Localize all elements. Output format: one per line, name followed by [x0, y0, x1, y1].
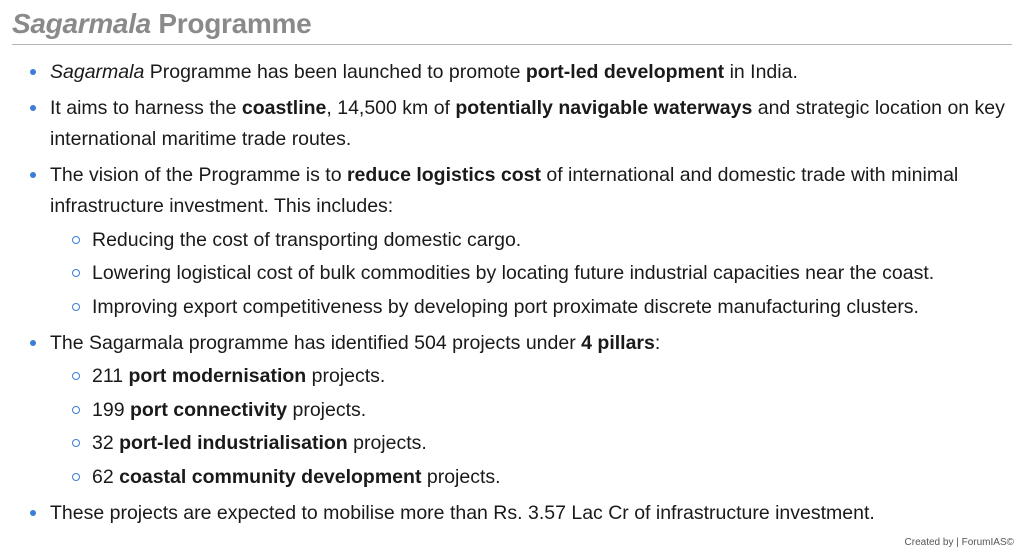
- sub-list-item: 32 port-led industrialisation projects.: [92, 428, 1012, 460]
- text-segment: port modernisation: [129, 365, 307, 387]
- text-segment: Programme has been launched to promote: [144, 61, 526, 83]
- text-segment: 32: [92, 432, 119, 454]
- text-segment: projects.: [306, 365, 385, 387]
- footer-credit: Created by | ForumIAS©: [905, 537, 1014, 548]
- text-segment: 199: [92, 399, 130, 421]
- list-item: Sagarmala Programme has been launched to…: [50, 57, 1012, 89]
- text-segment: Lowering logistical cost of bulk commodi…: [92, 262, 934, 284]
- title-word-2: Programme: [151, 8, 311, 39]
- page-title: Sagarmala Programme: [12, 8, 1012, 45]
- sub-list-item: 211 port modernisation projects.: [92, 361, 1012, 393]
- text-segment: in India.: [724, 61, 798, 83]
- list-item: It aims to harness the coastline, 14,500…: [50, 93, 1012, 156]
- sub-list-item: Reducing the cost of transporting domest…: [92, 225, 1012, 257]
- text-segment: The vision of the Programme is to: [50, 164, 347, 186]
- text-segment: It aims to harness the: [50, 97, 242, 119]
- title-word-1: Sagarmala: [12, 8, 151, 39]
- text-segment: projects.: [348, 432, 427, 454]
- sub-list: 211 port modernisation projects.199 port…: [50, 361, 1012, 493]
- text-segment: coastline: [242, 97, 327, 119]
- list-item: These projects are expected to mobilise …: [50, 498, 1012, 530]
- text-segment: potentially navigable waterways: [455, 97, 752, 119]
- text-segment: :: [655, 332, 660, 354]
- text-segment: The Sagarmala programme has identified 5…: [50, 332, 581, 354]
- sub-list-item: Lowering logistical cost of bulk commodi…: [92, 258, 1012, 290]
- list-item: The Sagarmala programme has identified 5…: [50, 328, 1012, 494]
- text-segment: Reducing the cost of transporting domest…: [92, 229, 521, 251]
- text-segment: 62: [92, 466, 119, 488]
- text-segment: port-led development: [526, 61, 724, 83]
- text-segment: port-led industrialisation: [119, 432, 348, 454]
- sub-list-item: Improving export competitiveness by deve…: [92, 292, 1012, 324]
- text-segment: Improving export competitiveness by deve…: [92, 296, 919, 318]
- sub-list-item: 199 port connectivity projects.: [92, 395, 1012, 427]
- list-item: The vision of the Programme is to reduce…: [50, 160, 1012, 324]
- text-segment: 4 pillars: [581, 332, 655, 354]
- text-segment: These projects are expected to mobilise …: [50, 502, 875, 524]
- text-segment: , 14,500 km of: [326, 97, 455, 119]
- text-segment: coastal community development: [119, 466, 421, 488]
- text-segment: 211: [92, 365, 129, 387]
- sub-list-item: 62 coastal community development project…: [92, 462, 1012, 494]
- text-segment: projects.: [421, 466, 500, 488]
- text-segment: reduce logistics cost: [347, 164, 541, 186]
- text-segment: projects.: [287, 399, 366, 421]
- bullet-list: Sagarmala Programme has been launched to…: [12, 57, 1012, 529]
- text-segment: Sagarmala: [50, 61, 144, 83]
- text-segment: port connectivity: [130, 399, 287, 421]
- sub-list: Reducing the cost of transporting domest…: [50, 225, 1012, 324]
